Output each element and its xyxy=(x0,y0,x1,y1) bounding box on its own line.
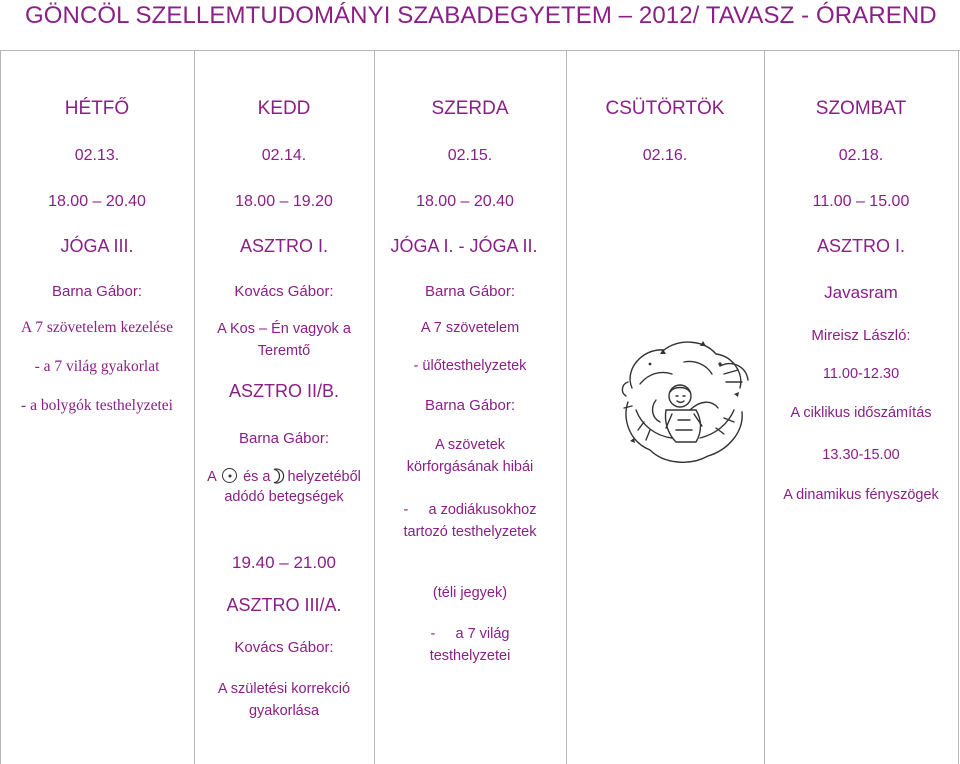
grid-line-v1 xyxy=(194,50,195,764)
topic-text: - a 7 világ testhelyzetei xyxy=(429,626,514,664)
dragon-illustration xyxy=(621,341,749,463)
session-time: 18.00 – 20.40 xyxy=(416,193,514,210)
course-title: ASZTRO II/B. xyxy=(228,381,339,401)
course-note: Javasram xyxy=(824,283,898,302)
topic-text: A születési korrekció gyakorlása xyxy=(217,681,351,719)
grid-line-top xyxy=(0,50,960,51)
topic-text: A ciklikus időszámítás xyxy=(790,405,932,421)
topic-text: A xyxy=(207,469,217,485)
grid-line-v5 xyxy=(958,50,959,764)
session-time: 18.00 – 20.40 xyxy=(48,193,146,210)
topic-text: és a xyxy=(243,469,271,485)
page-title: GÖNCÖL SZELLEMTUDOMÁNYI SZABADEGYETEM – … xyxy=(25,2,937,29)
lecturer-name: Barna Gábor: xyxy=(424,397,516,414)
session-time: 13.30-15.00 xyxy=(822,447,900,463)
grid-line-v4 xyxy=(764,50,765,764)
grid-line-v2 xyxy=(374,50,375,764)
topic-text: - a zodiákusokhoz tartozó testhelyzetek xyxy=(403,502,541,540)
lecturer-name: Mireisz László: xyxy=(811,327,911,344)
grid-line-v3 xyxy=(566,50,567,764)
course-title: ASZTRO I. xyxy=(239,236,328,256)
lecturer-name: Barna Gábor: xyxy=(238,430,330,447)
session-time: 11.00 – 15.00 xyxy=(812,193,910,210)
topic-text: adódó betegségek xyxy=(224,489,344,505)
session-time: 19.40 – 21.00 xyxy=(232,553,336,572)
topic-text: (téli jegyek) xyxy=(432,585,508,601)
topic-line: - ülőtesthelyzetek xyxy=(413,358,527,374)
moon-astrology-icon xyxy=(273,468,284,484)
course-title: JÓGA III. xyxy=(60,236,134,256)
course-title: ASZTRO III/A. xyxy=(226,595,342,615)
topic-text: A szövetek körforgásának hibái xyxy=(406,437,534,475)
lecturer-name: Barna Gábor: xyxy=(424,283,516,300)
topic-line: A 7 szövetelem kezelése xyxy=(21,319,173,336)
lecturer-name: Barna Gábor: xyxy=(51,283,143,300)
session-time: 18.00 – 19.20 xyxy=(235,193,333,210)
lecturer-name: Kovács Gábor: xyxy=(234,639,334,656)
grid-line-v0 xyxy=(0,50,1,764)
timetable: HÉTFŐ 02.13. 18.00 – 20.40 JÓGA III. Bar… xyxy=(0,50,960,764)
session-time: 11.00-12.30 xyxy=(822,366,900,382)
sun-astrology-icon xyxy=(222,468,238,483)
topic-line: - a bolygók testhelyzetei xyxy=(21,397,173,414)
course-title: JÓGA I. - JÓGA II. xyxy=(390,236,538,256)
topic-text: A Kos – Én vagyok a Teremtő xyxy=(217,321,351,359)
day-date-saturday: 02.18. xyxy=(838,147,884,164)
day-name-thursday: CSÜTÖRTÖK xyxy=(605,98,725,119)
day-date-thursday: 02.16. xyxy=(642,147,688,164)
topic-text: A dinamikus fényszögek xyxy=(783,487,939,503)
day-name-saturday: SZOMBAT xyxy=(815,98,907,119)
topic-text: helyzetéből xyxy=(287,469,361,485)
day-name-tuesday: KEDD xyxy=(257,98,311,119)
course-title: ASZTRO I. xyxy=(816,236,905,256)
day-date-monday: 02.13. xyxy=(74,147,120,164)
day-name-wednesday: SZERDA xyxy=(431,98,509,119)
topic-line-planets: A és a helyzetéből xyxy=(194,468,374,485)
day-date-tuesday: 02.14. xyxy=(261,147,307,164)
day-date-wednesday: 02.15. xyxy=(447,147,493,164)
lecturer-name: Kovács Gábor: xyxy=(234,283,334,300)
topic-line: A 7 szövetelem xyxy=(420,320,520,336)
day-name-monday: HÉTFŐ xyxy=(64,98,130,119)
topic-line: - a 7 világ gyakorlat xyxy=(34,358,160,375)
